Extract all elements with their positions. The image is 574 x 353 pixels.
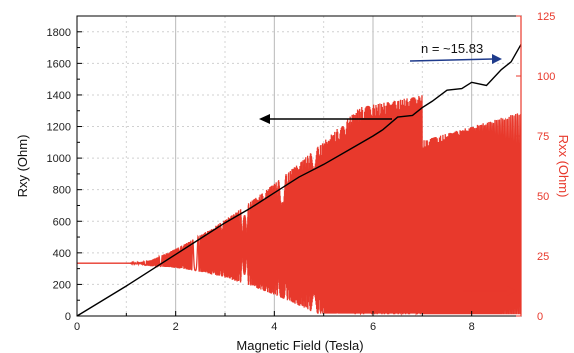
x-tick-label: 6: [370, 321, 376, 333]
series-rxy-line: [76, 44, 522, 317]
right-arrow: [463, 286, 517, 296]
series-rxx-line: [77, 95, 522, 316]
x-tick-label: 8: [469, 321, 475, 333]
y-axis-right-title: Rxx (Ohm): [556, 135, 571, 198]
y-right-tick-label: 25: [537, 251, 549, 263]
series-layer: [76, 44, 522, 317]
y-left-tick-label: 1200: [47, 122, 71, 134]
annotation-label: n = ~15.83: [421, 41, 483, 56]
y-right-tick-label: 50: [537, 191, 549, 203]
x-axis-title: Magnetic Field (Tesla): [236, 338, 363, 353]
left-arrow: [259, 114, 392, 124]
annotation-arrow: [409, 54, 502, 64]
y-right-tick-label: 100: [537, 71, 555, 83]
y-left-tick-label: 1800: [47, 27, 71, 39]
y-right-tick-label: 75: [537, 131, 549, 143]
y-left-tick-label: 800: [53, 185, 71, 197]
y-left-tick-label: 400: [53, 248, 71, 260]
y-left-tick-label: 600: [53, 216, 71, 228]
y-left-tick-label: 200: [53, 279, 71, 291]
y-right-tick-label: 125: [537, 11, 555, 23]
y-axis-left-title: Rxy (Ohm): [15, 135, 30, 198]
y-left-tick-label: 1600: [47, 58, 71, 70]
y-left-tick-label: 1400: [47, 90, 71, 102]
x-tick-label: 4: [271, 321, 277, 333]
x-tick-label: 0: [74, 321, 80, 333]
x-tick-label: 2: [173, 321, 179, 333]
y-left-tick-label: 1000: [47, 153, 71, 165]
ticks-layer: 0 2 4 6 8 0 200 400 600 800 1000 1200 1400 1600 1800 0 2…: [47, 11, 556, 333]
y-left-tick-label: 0: [65, 311, 71, 323]
y-right-tick-label: 0: [537, 311, 543, 323]
